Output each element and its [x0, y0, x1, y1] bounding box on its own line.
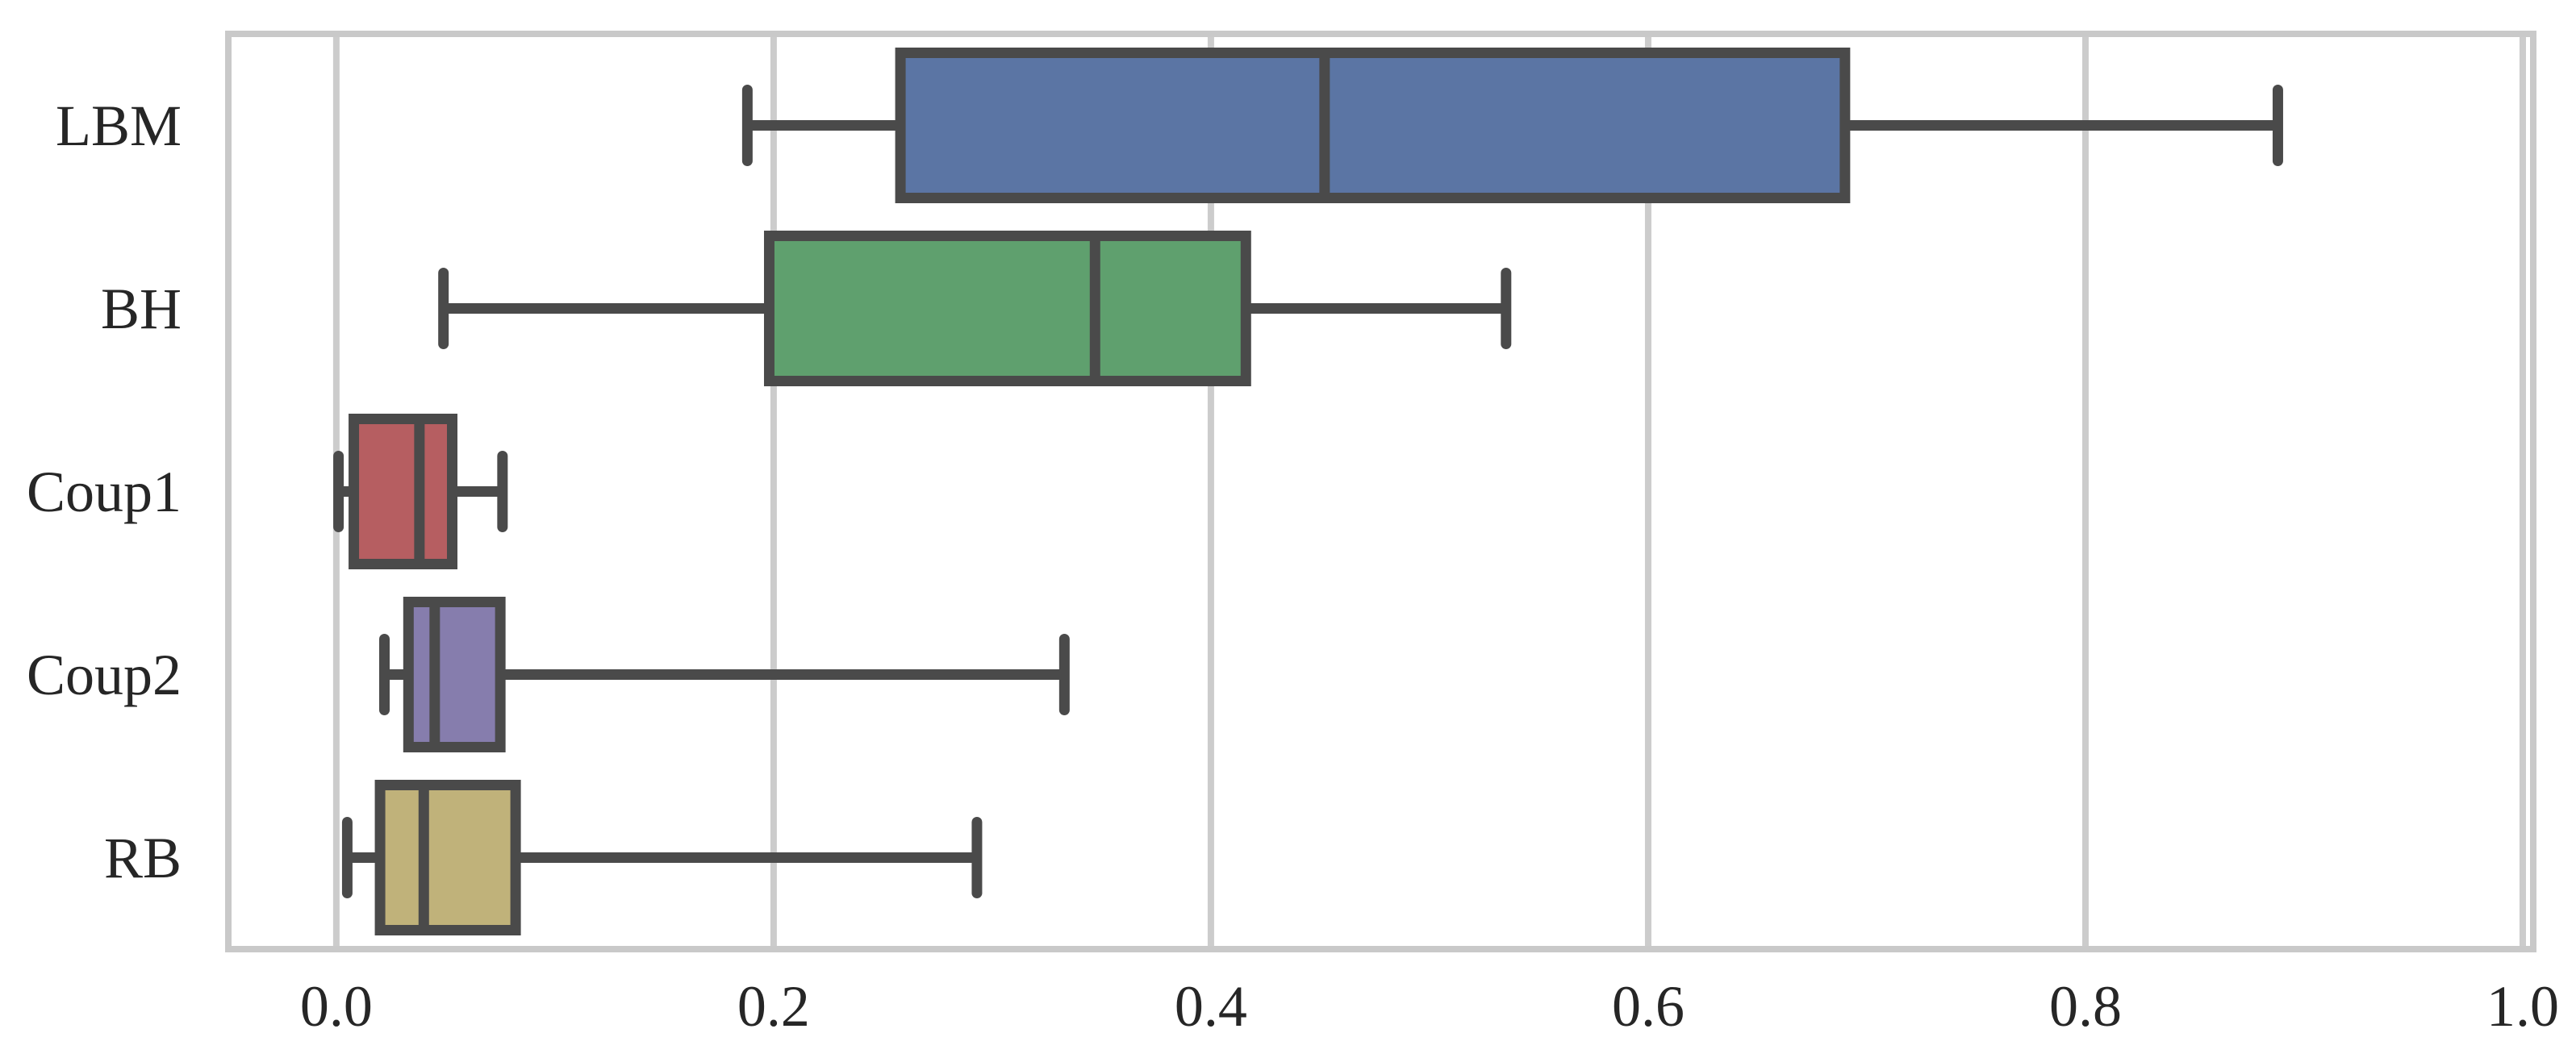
plot-spines — [225, 31, 2536, 952]
category-label-BH: BH — [101, 277, 182, 341]
box-Coup2 — [403, 597, 506, 752]
box-LBM — [895, 48, 1851, 203]
box-BH — [763, 231, 1251, 386]
x-tick-label-0.8: 0.8 — [2049, 974, 2122, 1039]
x-tick-label-0.6: 0.6 — [1612, 974, 1685, 1039]
box-RB — [374, 780, 521, 935]
x-tick-label-1.0: 1.0 — [2486, 974, 2559, 1039]
x-tick-label-0.0: 0.0 — [300, 974, 373, 1039]
category-label-Coup2: Coup2 — [27, 643, 182, 707]
box-Coup1 — [349, 414, 458, 569]
x-tick-label-0.4: 0.4 — [1175, 974, 1247, 1039]
category-label-LBM: LBM — [56, 94, 182, 158]
category-label-Coup1: Coup1 — [27, 460, 182, 524]
x-tick-label-0.2: 0.2 — [737, 974, 810, 1039]
category-label-RB: RB — [104, 826, 182, 890]
